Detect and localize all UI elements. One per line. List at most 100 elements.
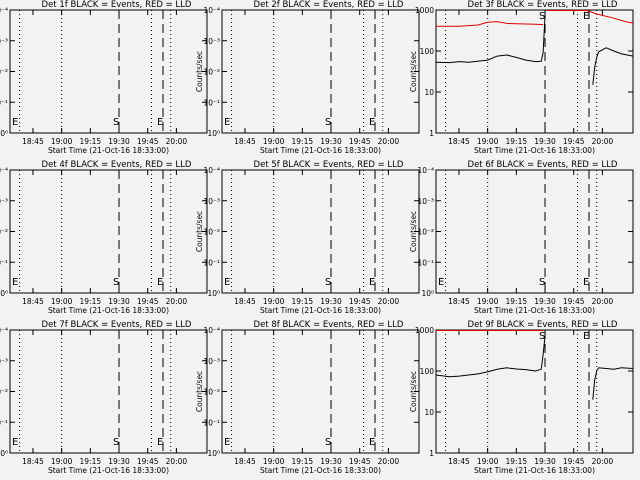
panel-det-9: Det 9f BLACK = Events, RED = LLD 1 10 100 10… [409,320,634,475]
y-tick-label: 10 [424,408,434,417]
x-axis-label: Start Time (21-Oct-16 18:33:00) [48,306,169,315]
x-tick-label: 18:45 [22,137,44,146]
y-axis-label: Counts/sec [409,371,418,412]
x-tick-label: 19:15 [292,457,314,466]
x-tick-label: 18:45 [22,457,44,466]
panel-det-1: Det 1f BLACK = Events, RED = LLD 10⁰ 10⁻¹ 1… [0,0,208,155]
y-tick-label: 1000 [415,6,434,15]
x-tick-label: 19:30 [320,137,342,146]
x-axis-label: Start Time (21-Oct-16 18:33:00) [474,146,595,155]
y-axis-label: Counts/sec [195,51,204,92]
y-tick-label: 10⁻⁴ [0,166,8,175]
marker-s: S [113,277,119,288]
marker-s: S [113,437,119,448]
y-tick-label: 10⁻¹ [203,98,220,107]
marker-s: S [113,117,119,128]
y-tick-label: 10⁻¹ [0,258,8,267]
x-tick-label: 20:00 [166,137,188,146]
x-tick-label: 19:45 [349,137,371,146]
marker-e: E [224,437,230,448]
panel-det-3: Det 3f BLACK = Events, RED = LLD 1 10 100 10… [409,0,634,155]
x-axis-label: Start Time (21-Oct-16 18:33:00) [474,306,595,315]
x-tick-label: 19:45 [349,457,371,466]
x-tick-label: 18:45 [234,137,256,146]
x-tick-label: 19:15 [292,137,314,146]
y-tick-label: 10⁻² [203,228,220,237]
y-tick-label: 1 [429,449,434,458]
panel-title: Det 7f BLACK = Events, RED = LLD [42,320,192,330]
x-tick-label: 19:15 [292,297,314,306]
x-tick-label: 19:15 [506,297,528,306]
x-tick-label: 18:45 [448,137,470,146]
x-tick-label: 19:15 [506,457,528,466]
x-tick-label: 19:45 [563,457,585,466]
x-axis-label: Start Time (21-Oct-16 18:33:00) [48,466,169,475]
marker-s: S [539,11,545,22]
events-line [435,16,546,64]
x-tick-label: 19:30 [108,297,130,306]
x-tick-label: 19:45 [137,457,159,466]
y-axis-label: Counts/sec [409,211,418,252]
panel-det-5: Det 5f BLACK = Events, RED = LLD 10⁰ 10⁻¹ 1… [195,160,420,315]
y-tick-label: 10⁻³ [203,357,220,366]
x-axis-label: Start Time (21-Oct-16 18:33:00) [474,466,595,475]
x-tick-label: 20:00 [592,297,614,306]
marker-e: E [224,117,230,128]
marker-e: E [369,117,375,128]
lld-line [436,21,544,27]
y-tick-label: 10⁻⁴ [203,326,220,335]
x-tick-label: 19:30 [108,137,130,146]
y-tick-label: 10⁻³ [0,357,8,366]
panel-title: Det 4f BLACK = Events, RED = LLD [42,160,192,170]
x-tick-label: 19:45 [563,137,585,146]
x-tick-label: 20:00 [378,457,400,466]
panel-title: Det 2f BLACK = Events, RED = LLD [254,0,404,10]
panel-title: Det 1f BLACK = Events, RED = LLD [42,0,192,10]
y-tick-label: 10⁻² [0,388,8,397]
x-tick-label: 18:45 [234,297,256,306]
marker-e: E [438,277,444,288]
marker-e: E [12,437,18,448]
x-tick-label: 19:00 [263,137,285,146]
x-tick-label: 19:00 [477,297,499,306]
panel-det-7: Det 7f BLACK = Events, RED = LLD 10⁰ 10⁻¹ 1… [0,320,208,475]
panel-det-8: Det 8f BLACK = Events, RED = LLD 10⁰ 10⁻¹ 1… [195,320,420,475]
y-tick-label: 1000 [415,326,434,335]
y-tick-label: 10⁰ [207,289,220,298]
x-tick-label: 19:15 [506,137,528,146]
plot-frame [435,9,634,134]
y-tick-label: 10⁻¹ [0,418,8,427]
y-tick-label: 10⁻³ [417,197,434,206]
y-tick-label: 10⁻¹ [203,418,220,427]
y-tick-label: 10 [424,88,434,97]
x-tick-label: 20:00 [378,297,400,306]
x-tick-label: 19:45 [137,137,159,146]
panel-title: Det 5f BLACK = Events, RED = LLD [254,160,404,170]
y-tick-label: 10⁻² [203,388,220,397]
x-axis-label: Start Time (21-Oct-16 18:33:00) [260,306,381,315]
y-tick-label: 10⁻² [0,228,8,237]
x-tick-label: 19:30 [534,137,556,146]
x-axis-label: Start Time (21-Oct-16 18:33:00) [48,146,169,155]
events-line [592,47,634,85]
x-tick-label: 18:45 [448,297,470,306]
x-tick-label: 19:15 [80,137,102,146]
y-tick-label: 10⁻⁴ [203,166,220,175]
x-tick-label: 19:30 [534,457,556,466]
x-tick-label: 19:00 [263,297,285,306]
x-tick-label: 19:45 [349,297,371,306]
x-tick-label: 19:30 [534,297,556,306]
y-tick-label: 10⁰ [0,129,8,138]
y-tick-label: 10⁻² [417,228,434,237]
x-tick-label: 19:00 [263,457,285,466]
lld-line [546,10,634,24]
y-tick-label: 10⁻⁴ [0,326,8,335]
y-tick-label: 10⁻² [203,68,220,77]
x-tick-label: 18:45 [448,457,470,466]
y-tick-label: 10⁻³ [0,197,8,206]
x-tick-label: 19:30 [320,297,342,306]
events-line [592,367,634,400]
y-tick-label: 10⁻⁴ [417,166,434,175]
marker-s: S [325,437,331,448]
